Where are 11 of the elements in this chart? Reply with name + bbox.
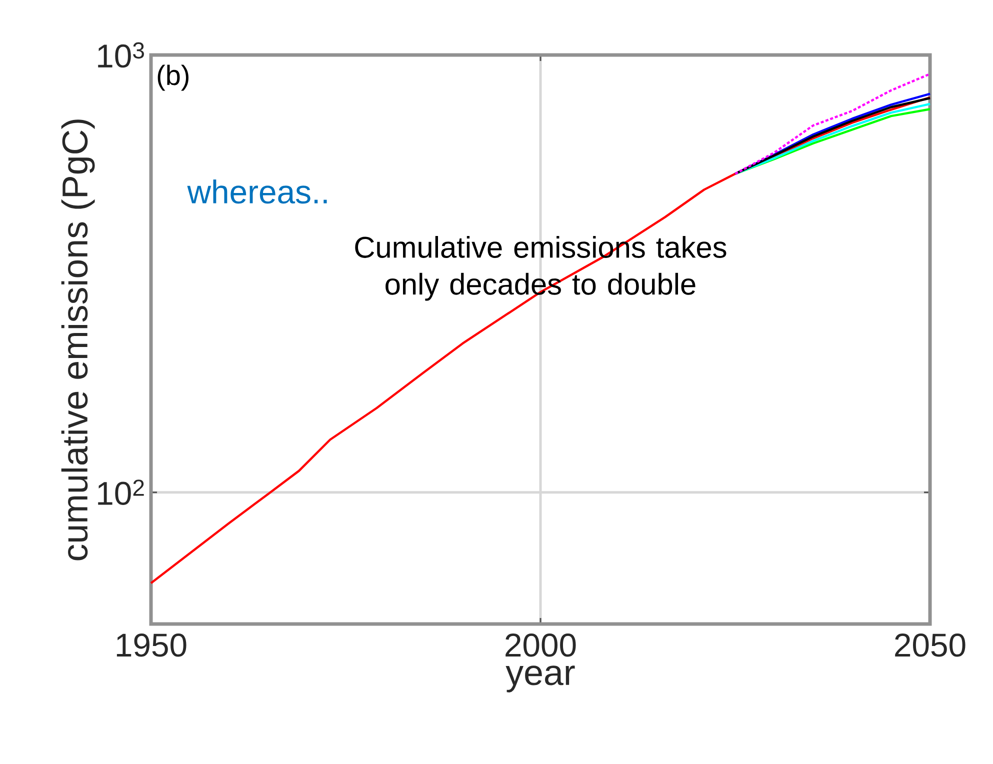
y-axis-title: cumulative emissions (PgC) — [61, 120, 95, 560]
annotation: whereas.. — [187, 179, 327, 204]
x-tick-label: 1950 — [116, 634, 186, 657]
y-tick-label: 10$^{2}$ — [98, 480, 144, 506]
x-axis-title: year — [506, 666, 575, 692]
annotation: (b) — [158, 64, 188, 91]
x-tick-label: 2000 — [506, 634, 576, 657]
line-series — [734, 72, 932, 175]
y-tick-label: 10$^{3}$ — [98, 42, 144, 68]
line-series — [150, 96, 932, 584]
x-tick-label: 2050 — [895, 634, 966, 657]
